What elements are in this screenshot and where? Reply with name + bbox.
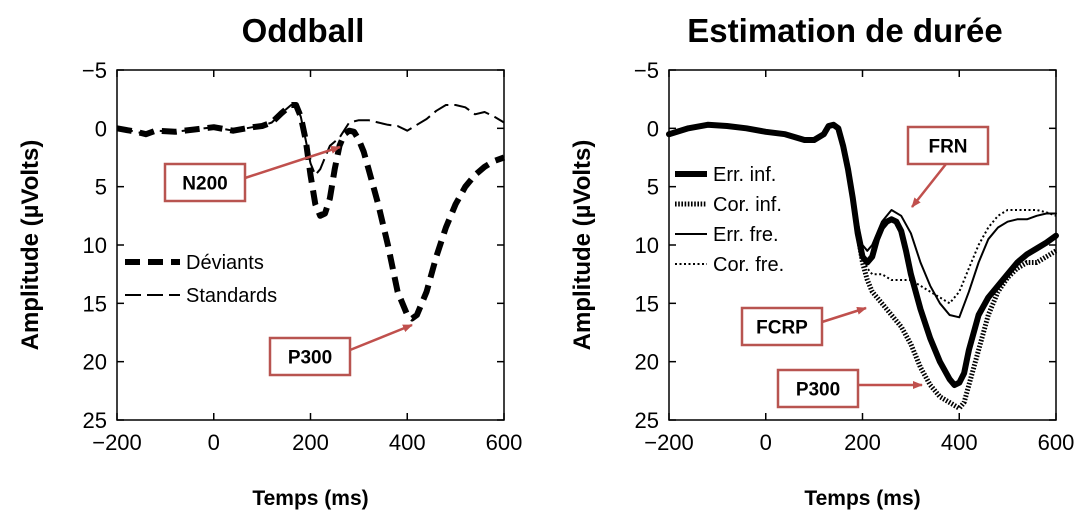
annotation: FRN [906,125,990,208]
y-tick-label: 25 [635,408,659,433]
legend-label: Déviants [186,252,264,274]
chart-panel-2: Estimation de durée −200 0 200 400 600 −5 0 5 10 1… [569,12,1074,510]
y-axis-label: Amplitude (µVolts) [569,140,596,351]
legend-label: Standards [186,285,277,307]
y-tick-label: −5 [82,58,107,83]
y-tick-label: 25 [83,408,107,433]
y-tick-label: 10 [83,233,107,258]
legend-label: Cor. inf. [713,194,782,216]
annotation-label: P300 [288,348,332,369]
annotation-label: N200 [182,174,227,195]
y-tick-label: −5 [634,58,659,83]
x-tick-label: 600 [486,430,523,455]
x-tick-label: 600 [1038,430,1075,455]
y-tick-label: 15 [635,291,659,316]
annotation: FCRP [740,306,867,347]
annotation-arrow [244,145,341,180]
x-axis-label: Temps (ms) [252,487,368,510]
annotation-arrow [911,163,947,208]
annotation-arrow [821,306,867,324]
y-tick-label: 15 [83,291,107,316]
x-tick-label: −200 [644,430,694,455]
x-axis-label: Temps (ms) [804,487,920,510]
chart-title: Estimation de durée [687,12,1002,49]
annotation: N200 [163,145,341,203]
y-tick-label: 0 [647,116,659,141]
annotation-label: FRN [928,137,967,158]
y-tick-label: 5 [95,175,107,200]
series-line-1 [116,102,506,322]
y-tick-label: 20 [83,350,107,375]
x-tick-label: 0 [208,430,220,455]
x-tick-label: −200 [92,430,142,455]
annotation-box [740,306,824,347]
y-tick-label: 5 [647,175,659,200]
legend-label: Err. inf. [713,164,776,186]
annotation-arrow [349,323,413,352]
annotation-label: FCRP [756,318,808,339]
series-line-3 [668,123,1057,319]
y-axis-label: Amplitude (µVolts) [17,140,44,351]
x-tick-label: 400 [389,430,426,455]
legend-label: Err. fre. [713,224,779,246]
chart-title: Oddball [242,12,365,49]
annotation-box [268,336,352,377]
x-tick-label: 0 [760,430,772,455]
y-tick-label: 20 [635,350,659,375]
legend-label: Cor. fre. [713,254,784,276]
x-tick-label: 400 [941,430,978,455]
annotation: P300 [776,368,923,409]
annotation-box [776,368,860,409]
annotation-box [163,162,247,203]
chart-panel-1: Oddball −200 0 200 400 600 −5 0 5 10 15 20 25 Temps (… [17,12,522,510]
annotation-box [906,125,990,166]
y-tick-label: 0 [95,116,107,141]
x-tick-label: 200 [292,430,329,455]
y-tick-label: 10 [635,233,659,258]
x-tick-label: 200 [844,430,881,455]
legend: Err. inf. Cor. inf. Err. fre. Cor. fre. [675,164,784,276]
annotation-label: P300 [796,380,840,401]
annotation: P300 [268,323,413,377]
legend: Déviants Standards [125,252,277,307]
series-line-2 [116,104,505,176]
